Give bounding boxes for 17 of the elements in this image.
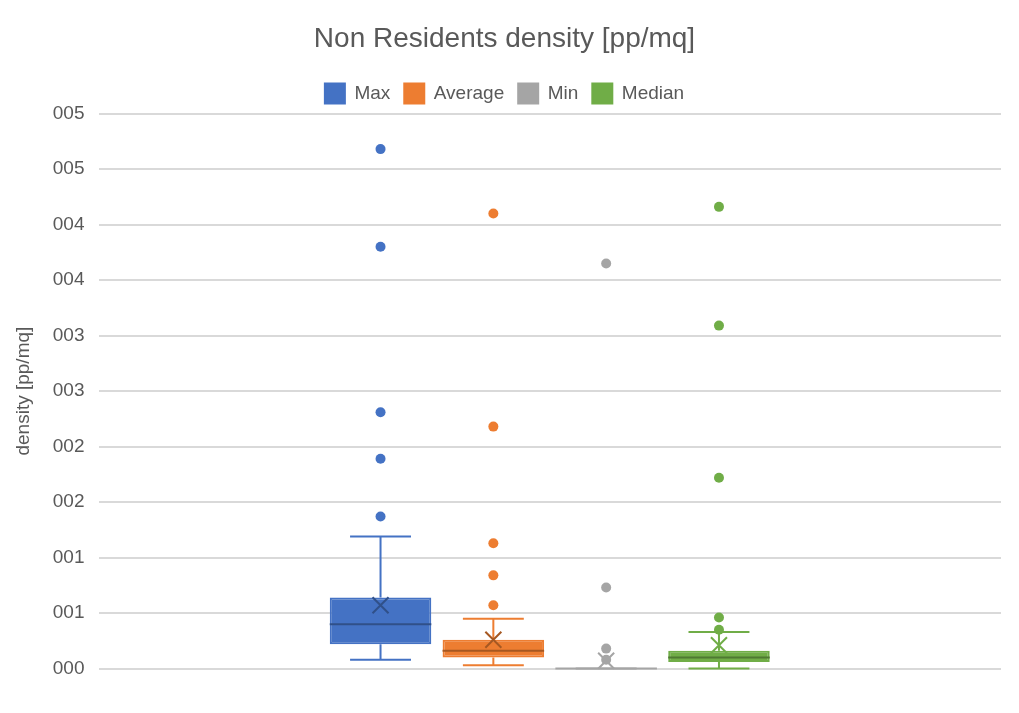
y-tick-label: 002 [52,490,85,512]
y-tick-label: 004 [52,212,85,234]
y-tick-label: 003 [52,323,85,345]
legend-label: Min [547,81,579,103]
y-tick-label: 004 [52,268,85,290]
y-tick-label: 000 [52,656,85,678]
legend-label: Max [354,81,391,103]
y-axis-title: density [pp/mq] [11,326,33,456]
legend-label: Average [433,81,505,103]
y-tick-label: 005 [52,157,85,179]
y-tick-label: 002 [52,434,85,456]
y-tick-label: 001 [52,601,85,623]
legend-label: Median [621,81,685,103]
y-tick-label: 005 [52,101,85,123]
y-tick-label: 003 [52,379,85,401]
y-tick-label: 001 [52,545,85,567]
chart-title: Non Residents density [pp/mq] [313,21,696,53]
